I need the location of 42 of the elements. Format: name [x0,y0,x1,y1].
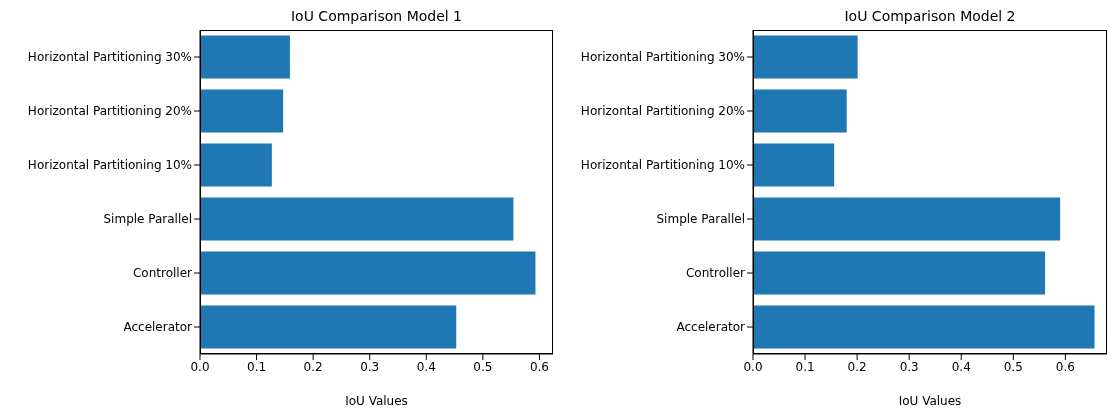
x-tick-label: 0.1 [247,359,267,374]
bar [753,251,1046,295]
y-tick-label: Controller [685,266,746,281]
chart-title: IoU Comparison Model 2 [843,8,1017,24]
x-tick-label: 0.0 [190,359,210,374]
bar [753,305,1095,349]
y-tick-label: Simple Parallel [656,212,745,227]
x-tick-label: 0.3 [360,359,380,374]
y-tick-label: Horizontal Partitioning 20% [27,104,192,119]
x-tick-label: 0.3 [899,359,919,374]
x-tick-label: 0.4 [951,359,971,374]
x-tick-label: 0.2 [303,359,323,374]
bar [200,143,272,187]
bar [200,197,514,241]
bar [753,35,858,79]
y-tick-label: Controller [132,266,193,281]
y-tick-label: Horizontal Partitioning 30% [27,50,192,65]
bar [200,35,290,79]
x-tick-label: 0.0 [743,359,763,374]
x-tick-label: 0.5 [473,359,493,374]
x-tick-label: 0.4 [416,359,436,374]
x-tick-label: 0.2 [847,359,867,374]
bar [753,197,1061,241]
chart-title: IoU Comparison Model 1 [289,8,464,24]
y-tick-label: Horizontal Partitioning 10% [580,158,745,173]
y-tick-label: Horizontal Partitioning 10% [27,158,192,173]
bar [200,89,284,133]
x-tick-label: 0.5 [1003,359,1023,374]
y-tick-label: Simple Parallel [103,212,192,227]
y-tick-label: Accelerator [123,320,193,335]
bar [753,143,835,187]
bar [753,89,847,133]
y-tick-label: Accelerator [676,320,746,335]
bar [200,251,536,295]
x-axis-title: IoU Values [344,394,409,408]
x-tick-label: 0.6 [529,359,549,374]
y-tick-label: Horizontal Partitioning 30% [580,50,745,65]
bar [200,305,457,349]
x-tick-label: 0.1 [795,359,815,374]
x-axis-title: IoU Values [897,394,963,408]
x-tick-label: 0.6 [1055,359,1075,374]
y-tick-label: Horizontal Partitioning 20% [580,104,745,119]
